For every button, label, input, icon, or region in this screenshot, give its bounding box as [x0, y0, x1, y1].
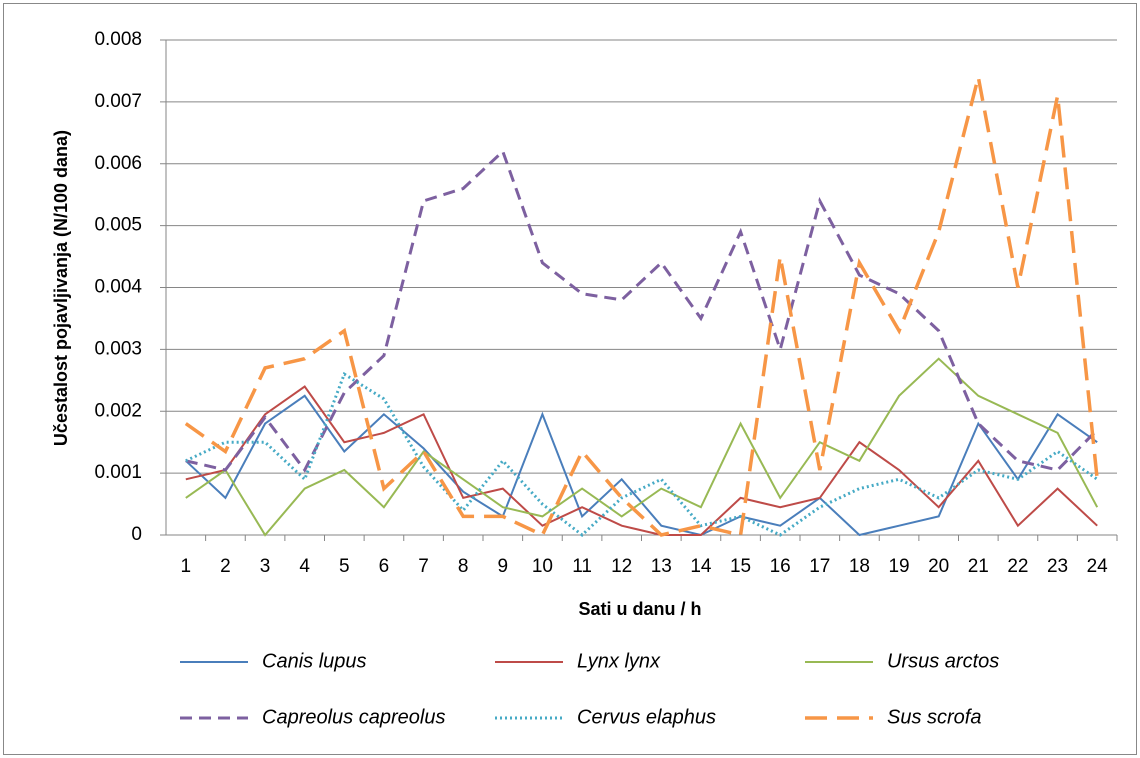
x-tick-label: 17	[809, 556, 830, 577]
x-tick-label: 24	[1087, 556, 1109, 577]
y-tick-label: 0.008	[94, 29, 142, 50]
x-tick-label: 16	[770, 556, 791, 577]
x-tick-label: 14	[690, 556, 712, 577]
series-line	[185, 371, 1099, 537]
x-tick-label: 11	[572, 556, 592, 577]
legend-label: Ursus arctos	[887, 650, 999, 672]
series-line	[184, 76, 1099, 538]
x-tick-label: 23	[1047, 556, 1068, 577]
y-tick-label: 0.006	[94, 153, 142, 174]
x-tick-label: 21	[968, 556, 989, 577]
y-tick-label: 0.001	[94, 462, 142, 483]
x-tick-label: 13	[651, 556, 672, 577]
x-tick-label: 22	[1007, 556, 1028, 577]
x-tick-label: 6	[379, 556, 390, 577]
x-tick-label: 5	[339, 556, 350, 577]
x-tick-label: 18	[849, 556, 870, 577]
y-tick-label: 0.005	[94, 215, 142, 236]
y-tick-label: 0	[131, 524, 142, 545]
x-tick-label: 4	[299, 556, 310, 577]
legend-label: Capreolus capreolus	[262, 706, 445, 728]
chart-border	[3, 3, 1137, 755]
x-tick-label: 3	[260, 556, 271, 577]
y-tick-label: 0.003	[94, 338, 142, 359]
y-tick-label: 0.004	[94, 277, 142, 298]
x-tick-label: 12	[611, 556, 632, 577]
x-tick-label: 19	[888, 556, 909, 577]
series-line	[185, 357, 1099, 537]
legend-label: Cervus elaphus	[577, 706, 716, 728]
legend-label: Canis lupus	[262, 650, 367, 672]
x-tick-label: 10	[532, 556, 553, 577]
y-tick-label: 0.002	[94, 400, 142, 421]
x-tick-label: 9	[498, 556, 509, 577]
x-tick-label: 15	[730, 556, 751, 577]
x-tick-label: 1	[181, 556, 192, 577]
x-tick-label: 20	[928, 556, 949, 577]
legend-label: Lynx lynx	[577, 650, 661, 672]
legend-label: Sus scrofa	[887, 706, 981, 728]
x-tick-label: 8	[458, 556, 469, 577]
series-line	[185, 148, 1099, 473]
x-axis-label: Sati u danu / h	[578, 599, 701, 619]
series-line	[185, 385, 1098, 536]
x-tick-label: 7	[418, 556, 429, 577]
y-axis-label: Učestalost pojavljivanja (N/100 dana)	[51, 130, 71, 446]
x-tick-label: 2	[220, 556, 231, 577]
y-tick-label: 0.007	[94, 91, 142, 112]
